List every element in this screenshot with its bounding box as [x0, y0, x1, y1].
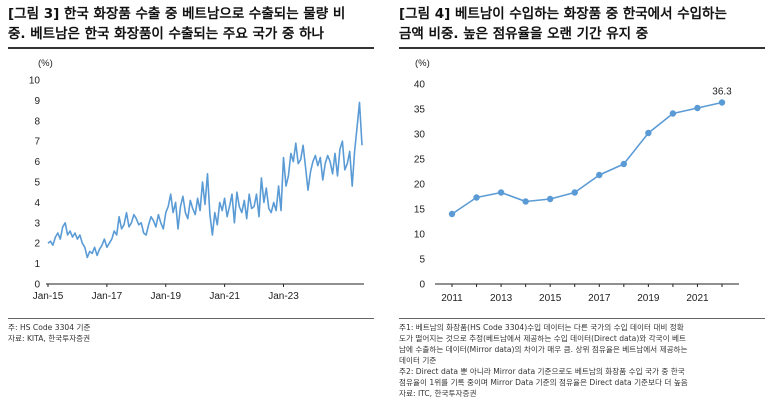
source-line: 자료: ITC, 한국투자증권 [399, 389, 477, 398]
x-tick-label: Jan-17 [92, 291, 123, 302]
data-point [620, 160, 628, 168]
y-tick-label: 30 [414, 130, 426, 141]
y-tick-label: 2 [34, 239, 40, 250]
x-tick-label: 2019 [637, 293, 660, 304]
source-line: 자료: KITA, 한국투자증권 [8, 334, 91, 343]
chart-title-line-1: [그림 3] 한국 화장품 수출 중 베트남으로 수출되는 물량 비 [8, 6, 346, 22]
y-tick-label: 10 [414, 230, 426, 241]
chart-title-line-1: [그림 4] 베트남이 수입하는 화장품 중 한국에서 수입하는 [399, 6, 727, 22]
data-point [645, 129, 652, 137]
data-point [522, 198, 529, 205]
x-tick-label: 2013 [490, 293, 513, 304]
y-tick-label: 5 [34, 178, 40, 189]
y-tick-label: 25 [414, 155, 426, 166]
y-tick-label: 9 [34, 96, 40, 107]
note-line: 주1: 베트남의 화장품(HS Code 3304)수입 데이터는 다른 국가의… [399, 323, 684, 332]
y-tick-label: 0 [34, 280, 40, 291]
x-tick-label: Jan-19 [150, 291, 181, 302]
y-tick-label: 3 [34, 218, 40, 229]
y-tick-label: 8 [34, 116, 40, 127]
y-tick-label: 0 [419, 280, 425, 291]
y-tick-label: 7 [34, 137, 40, 148]
y-tick-label: 6 [34, 157, 40, 168]
x-tick-label: 2017 [588, 293, 611, 304]
chart-title: [그림 3] 한국 화장품 수출 중 베트남으로 수출되는 물량 비 중. 베트… [8, 4, 374, 49]
note-line: 데이터 기준 [399, 356, 437, 365]
y-tick-label: 40 [414, 80, 426, 91]
data-point [694, 104, 701, 112]
y-axis-unit-label: (%) [415, 58, 430, 69]
data-point [448, 210, 456, 218]
x-tick-label: 2021 [686, 293, 709, 304]
x-tick-label: Jan-23 [268, 291, 299, 302]
y-tick-label: 10 [29, 76, 41, 87]
y-tick-label: 1 [34, 259, 40, 270]
chart-notes: 주: HS Code 3304 기준 자료: KITA, 한국투자증권 [8, 318, 374, 344]
data-point [718, 99, 726, 106]
note-line: 주2: Direct data 뿐 아니라 Mirror data 기준으로도 … [399, 367, 685, 376]
note-line: 남에 수출하는 데이터(Mirror data)의 차이가 매우 큼. 상위 점… [399, 345, 688, 354]
y-tick-label: 15 [414, 205, 426, 216]
data-point [473, 194, 480, 201]
x-tick-label: 2015 [539, 293, 562, 304]
chart-notes: 주1: 베트남의 화장품(HS Code 3304)수입 데이터는 다른 국가의… [399, 318, 765, 399]
x-tick-label: Jan-15 [33, 291, 64, 302]
note-line: 주: HS Code 3304 기준 [8, 323, 91, 332]
y-tick-label: 35 [414, 105, 426, 116]
data-point [669, 110, 677, 117]
chart-title-line-2: 금액 비중. 높은 점유율을 오랜 기간 유지 중 [399, 26, 649, 42]
x-tick-label: 2011 [441, 293, 463, 304]
series-line [47, 101, 363, 259]
note-line: 점유율이 1위를 기록 중이며 Mirror Data 기준의 점유율은 Dir… [399, 378, 688, 387]
data-label: 36.3 [712, 87, 732, 98]
series-line [451, 101, 723, 215]
data-point [596, 171, 603, 179]
chart-panel-vietnam-import-share: [그림 4] 베트남이 수입하는 화장품 중 한국에서 수입하는 금액 비중. … [399, 0, 769, 408]
x-tick-label: Jan-21 [209, 291, 240, 302]
data-point [497, 189, 505, 196]
y-tick-label: 4 [34, 198, 40, 209]
data-point [546, 195, 554, 203]
y-tick-label: 5 [419, 255, 425, 266]
chart-title: [그림 4] 베트남이 수입하는 화장품 중 한국에서 수입하는 금액 비중. … [399, 4, 765, 49]
chart-title-line-2: 중. 베트남은 한국 화장품이 수출되는 주요 국가 중 하나 [8, 26, 324, 42]
note-line: 도가 떨어지는 것으로 추정(베트남에서 제공하는 수입 데이터(Direct … [399, 334, 687, 343]
y-axis-unit-label: (%) [38, 58, 53, 69]
chart-panel-vietnam-export-share: [그림 3] 한국 화장품 수출 중 베트남으로 수출되는 물량 비 중. 베트… [8, 0, 378, 408]
line-chart-import-share: (%) 0 5 10 15 20 25 30 35 40 2011 2013 2015 2017 2019 2… [414, 58, 739, 304]
data-point [571, 189, 578, 196]
line-chart-export-share: (%) 0 1 2 3 4 5 6 7 8 9 10 Jan-15 Jan-17 Jan-19 Jan-21 J… [29, 58, 364, 302]
y-tick-label: 20 [414, 180, 426, 191]
